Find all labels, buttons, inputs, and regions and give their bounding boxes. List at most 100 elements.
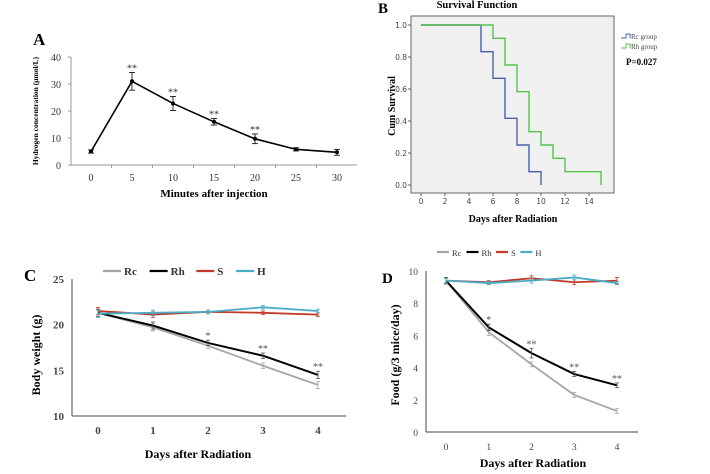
y-tick-label: 0.4: [395, 117, 407, 126]
data-point: [89, 149, 93, 154]
x-tick-label: 4: [315, 425, 321, 437]
y-axis-title: Hydrogen concentration (μmol/L): [31, 56, 40, 165]
panel-label-d: D: [382, 271, 393, 287]
chart-title: Survival Function: [437, 0, 518, 11]
legend-swatch: [621, 43, 631, 49]
x-tick-label: 3: [260, 425, 266, 437]
y-tick-label: 40: [51, 53, 61, 64]
significance-marker: *: [206, 331, 211, 342]
significance-marker: **: [209, 110, 219, 121]
x-tick-label: 15: [209, 173, 219, 184]
data-point: [171, 101, 175, 106]
x-tick-label: 4: [467, 197, 472, 206]
x-axis-title: Days after Radiation: [145, 447, 252, 461]
y-tick-label: 4: [413, 365, 418, 375]
x-axis-title: Minutes after injection: [160, 188, 267, 200]
legend-label-rh: Rh: [171, 266, 185, 278]
legend-label-rh: Rh: [482, 248, 493, 258]
data-point: [130, 79, 134, 84]
x-tick-label: 4: [615, 443, 620, 453]
x-tick-label: 25: [291, 173, 301, 184]
x-tick-label: 6: [491, 197, 496, 206]
legend-label: Rh group: [631, 43, 658, 51]
series-line-rc: [97, 311, 319, 386]
y-tick-label: 0.8: [395, 53, 407, 62]
y-tick-label: 6: [413, 332, 418, 342]
y-tick-label: 10: [51, 134, 61, 145]
y-tick-label: 20: [53, 320, 65, 332]
y-tick-label: 8: [413, 300, 418, 310]
significance-marker: **: [527, 339, 537, 350]
x-axis-title: Days after Radiation: [469, 214, 558, 225]
x-tick-label: 0: [89, 173, 94, 184]
p-value-annotation: P=0.027: [626, 57, 657, 67]
x-tick-label: 10: [168, 173, 178, 184]
y-tick-label: 0: [413, 429, 418, 439]
panel-a: A 0 10 20 30 40 0 5 10 15 20 25 30 Minutes after inje…: [31, 30, 357, 200]
significance-marker: **: [258, 344, 268, 355]
legend-swatch: [621, 33, 631, 39]
significance-marker: **: [168, 87, 178, 98]
x-tick-label: 8: [515, 197, 520, 206]
significance-marker: **: [313, 362, 323, 373]
significance-marker: **: [127, 63, 137, 74]
panel-d: D 0 2 4 6 8 10 0 1 2 3 4 Days after Radiation Food (g…: [382, 248, 638, 470]
x-tick-label: 12: [560, 197, 570, 206]
data-point: [335, 150, 339, 155]
legend-label-s: S: [217, 266, 223, 278]
legend-label-h: H: [257, 266, 266, 278]
y-tick-label: 15: [53, 365, 65, 377]
legend-label-s: S: [511, 248, 516, 258]
panel-label-a: A: [33, 30, 46, 49]
series-line-rh: [445, 279, 618, 387]
x-tick-label: 1: [150, 425, 156, 437]
x-tick-label: 30: [332, 173, 342, 184]
survival-curve-rh: [421, 24, 602, 185]
significance-marker: **: [250, 125, 260, 136]
x-tick-label: 3: [572, 443, 577, 453]
x-tick-label: 20: [250, 173, 260, 184]
survival-curve-rc: [421, 24, 542, 185]
panel-label-b: B: [378, 1, 388, 17]
x-tick-label: 0: [95, 425, 101, 437]
data-point: [253, 136, 257, 141]
data-point: [294, 147, 298, 152]
legend-label-h: H: [535, 248, 541, 258]
x-tick-label: 10: [536, 197, 546, 206]
y-tick-label: 0.2: [395, 149, 407, 158]
y-tick-label: 30: [51, 80, 61, 91]
y-tick-label: 2: [413, 397, 418, 407]
legend-label-rc: Rc: [124, 266, 137, 278]
y-axis-title: Cum Survival: [387, 76, 398, 136]
x-tick-label: 14: [584, 197, 594, 206]
data-point: [212, 119, 216, 124]
y-tick-label: 0.6: [395, 85, 407, 94]
x-tick-label: 2: [529, 443, 534, 453]
y-tick-label: 0: [56, 161, 61, 172]
significance-marker: *: [486, 315, 491, 326]
y-tick-label: 1.0: [395, 21, 407, 30]
legend-label: Rc group: [631, 33, 657, 41]
y-tick-label: 10: [409, 268, 419, 278]
y-tick-label: 10: [53, 411, 65, 423]
x-tick-label: 1: [486, 443, 491, 453]
x-tick-label: 0: [444, 443, 449, 453]
plot-frame: [410, 15, 615, 194]
x-axis-title: Days after Radiation: [480, 456, 587, 470]
panel-b: B Survival Function 0.0 0.2 0.4 0.6 0.8 1.0 0 2 4 6…: [378, 0, 658, 225]
significance-marker: **: [612, 374, 622, 385]
x-tick-label: 2: [205, 425, 211, 437]
y-tick-label: 0.0: [395, 181, 407, 190]
x-tick-label: 2: [443, 197, 448, 206]
significance-marker: **: [569, 363, 579, 374]
y-axis-title: Body weight (g): [29, 315, 43, 396]
panel-c: C 10 15 20 25 0 1 2 3 4 Days after Radiation Body w…: [24, 266, 346, 461]
x-tick-label: 5: [130, 173, 135, 184]
y-tick-label: 25: [53, 274, 65, 286]
y-axis-title: Food (g/3 mice/day): [388, 304, 402, 405]
panel-label-c: C: [24, 266, 36, 285]
legend-label-rc: Rc: [452, 248, 462, 258]
x-tick-label: 0: [419, 197, 424, 206]
y-tick-label: 20: [51, 107, 61, 118]
